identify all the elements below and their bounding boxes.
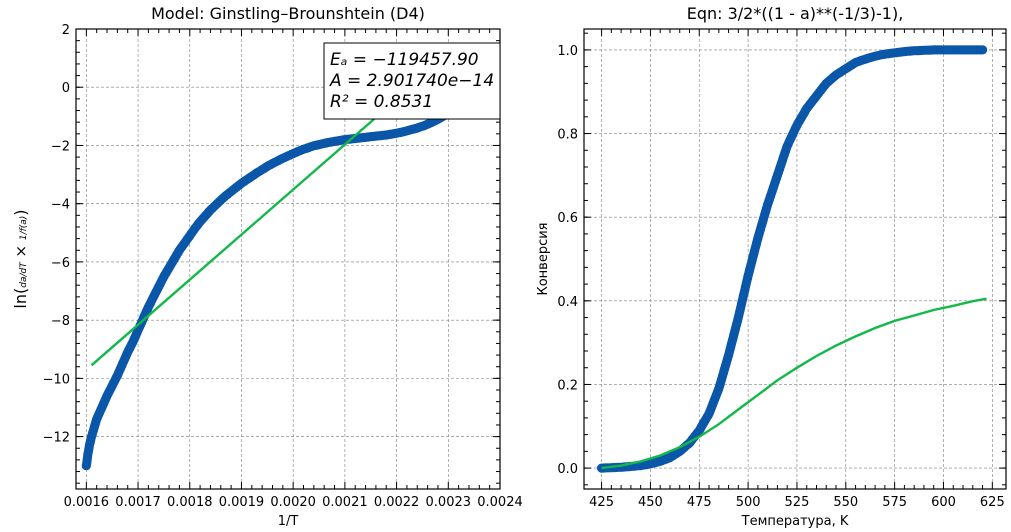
- y-tick-label: 0.6: [557, 211, 578, 226]
- y-tick-label: −6: [51, 256, 70, 271]
- y-axis-label: Конверсия: [536, 222, 551, 295]
- scatter-series: [597, 45, 988, 473]
- y-tick-label: 2: [62, 23, 70, 38]
- y-axis-label: ln(da/dT × 1/f(a)): [11, 209, 30, 308]
- annotation-line1: Eₐ = −119457.90: [330, 50, 479, 70]
- data-point: [978, 45, 988, 55]
- fit-line: [90, 80, 419, 367]
- x-tick-label: 550: [833, 495, 858, 510]
- plot-frame: [75, 28, 501, 490]
- x-tick-label: 575: [882, 495, 907, 510]
- annotation-line2: A = 2.901740e−14: [329, 71, 494, 91]
- y-tick-label: 1.0: [557, 44, 578, 59]
- scatter-series: [81, 97, 469, 471]
- y-tick-label: 0: [62, 81, 70, 96]
- x-tick-label: 600: [931, 495, 956, 510]
- x-axis-label: 1/T: [278, 514, 299, 529]
- x-tick-label: 0.0016: [64, 495, 110, 510]
- y-tick-label: 0.0: [557, 462, 578, 477]
- x-tick-label: 425: [589, 495, 614, 510]
- x-tick-label: 0.0023: [426, 495, 472, 510]
- x-tick-label: 0.0022: [374, 495, 420, 510]
- x-tick-label: 525: [785, 495, 810, 510]
- x-tick-label: 0.0024: [477, 495, 523, 510]
- x-tick-label: 475: [687, 495, 712, 510]
- chart-title: Model: Ginstling–Brounshtein (D4): [151, 4, 425, 23]
- y-tick-label: −12: [43, 431, 70, 446]
- x-tick-label: 0.0019: [219, 495, 265, 510]
- annotation-box: [323, 42, 501, 120]
- y-tick-label: −2: [51, 139, 70, 154]
- y-axis-label-text: ln(da/dT × 1/f(a)): [11, 209, 30, 308]
- x-tick-label: 0.0018: [167, 495, 213, 510]
- y-tick-label: 0.2: [557, 378, 578, 393]
- y-tick-label: −4: [51, 198, 70, 213]
- chart-2: 425 450 475 500 525 550 575 600 625 0.0 0.2 0.4 0.6 0…: [536, 4, 1007, 529]
- chart-title: Eqn: 3/2*((1 - a)**(-1/3)-1),: [687, 4, 904, 23]
- y-tick-label: 0.4: [557, 295, 578, 310]
- fit-line: [601, 297, 987, 470]
- x-tick-label: 0.0017: [115, 495, 161, 510]
- x-tick-label: 0.0020: [270, 495, 316, 510]
- y-tick-label: 0.8: [557, 128, 578, 143]
- y-tick-label: −8: [51, 314, 70, 329]
- x-tick-label: 625: [980, 495, 1005, 510]
- x-tick-label: 500: [736, 495, 761, 510]
- x-axis-label: Температура, K: [741, 514, 849, 529]
- x-tick-label: 0.0021: [322, 495, 368, 510]
- plot-frame: [583, 28, 1007, 490]
- chart-1: 0.0016 0.0017 0.0018 0.0019 0.0020 0.0021 0.00…: [11, 4, 523, 529]
- x-tick-label: 450: [638, 495, 663, 510]
- annotation-line3: R² = 0.8531: [330, 92, 433, 112]
- y-tick-label: −10: [43, 372, 70, 387]
